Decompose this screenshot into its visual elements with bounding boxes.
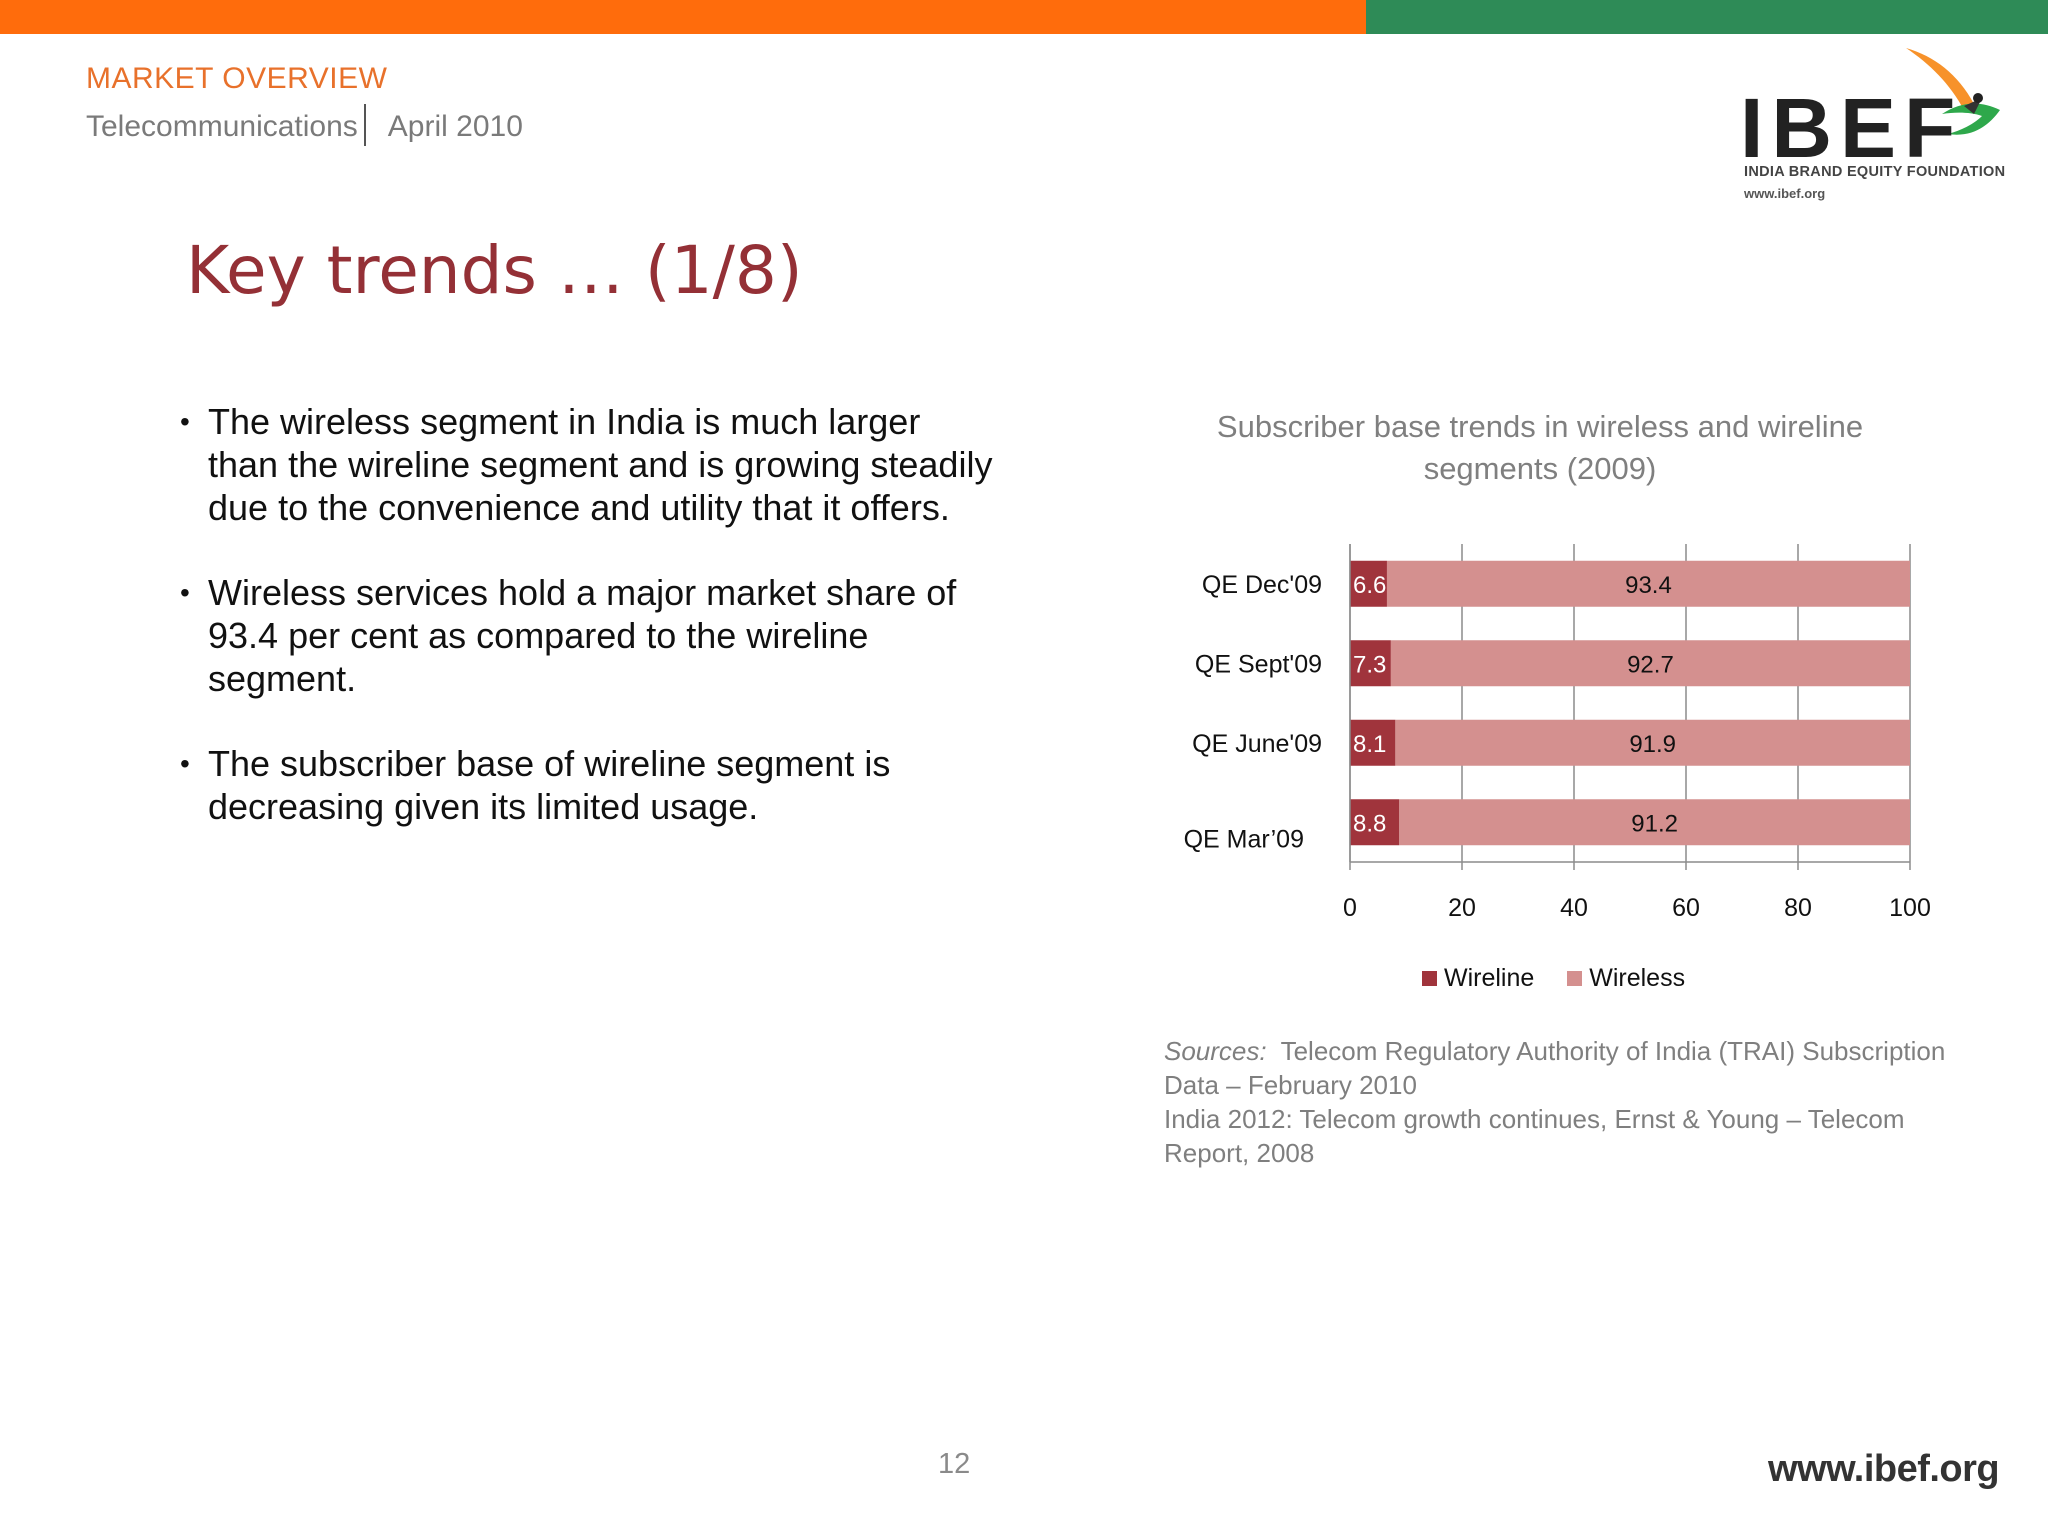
bullet-item: The wireless segment in India is much la… [180,400,1000,529]
legend-item-wireline: Wireline [1422,964,1534,993]
legend-swatch-wireline [1422,971,1437,986]
bar-wireline [1350,560,1387,607]
slide-title: Key trends … (1/8) [186,232,803,309]
ibef-logo: IBEF INDIA BRAND EQUITY FOUNDATION www.i… [1740,40,2020,210]
page-number: 12 [938,1448,971,1480]
category-label: QE Dec'09 [1202,571,1322,599]
sources-label: Sources: [1164,1036,1267,1066]
data-label: 6.6 [1353,572,1386,599]
bar-wireless [1399,799,1910,846]
section-label: MARKET OVERVIEW [86,62,388,95]
subscriber-bar-chart: QE Dec'09 6.6 93.4 QE Sept'09 7.3 92.7 QE June… [1184,544,1931,922]
logo-tagline: INDIA BRAND EQUITY FOUNDATION [1744,164,2006,180]
bar-wireline [1350,640,1391,687]
data-label: 93.4 [1625,572,1672,599]
legend-swatch-wireless [1567,971,1583,986]
data-label: 91.2 [1631,810,1678,837]
bar-wireless [1395,719,1910,766]
sources-note: Sources: Telecom Regulatory Authority of… [1164,1034,1984,1170]
date-label: April 2010 [387,110,523,143]
legend-label-wireless: Wireless [1589,964,1686,992]
bar-wireline [1350,799,1400,846]
category-label: QE Sept'09 [1195,650,1322,678]
footer-url: www.ibef.org [1768,1448,2000,1490]
industry-label: Telecommunications [86,110,358,143]
bar-wireline [1350,719,1396,766]
bullet-item: The subscriber base of wireline segment … [180,742,1000,828]
chart-legend: Wireline Wireless [1422,964,1711,993]
data-label: 7.3 [1353,651,1386,678]
x-tick-label: 40 [1560,894,1588,922]
source-line-2: India 2012: Telecom growth continues, Er… [1164,1104,1905,1168]
data-label: 8.1 [1353,731,1386,758]
source-line-1: Telecom Regulatory Authority of India (T… [1164,1036,1946,1100]
bar-wireless [1390,640,1910,687]
x-tick-label: 0 [1343,894,1357,922]
data-label: 92.7 [1627,651,1674,678]
legend-label-wireline: Wireline [1444,964,1535,992]
category-label: QE Mar’09 [1184,825,1304,853]
bird-logo-icon [1906,48,2000,135]
logo-url: www.ibef.org [1744,186,1826,201]
logo-wordmark: IBEF [1740,81,1964,175]
header-divider [363,104,366,146]
data-label: 8.8 [1353,810,1386,837]
x-tick-label: 60 [1672,894,1700,922]
x-tick-label: 20 [1448,894,1476,922]
bar-wireless [1386,560,1910,607]
data-label: 91.9 [1629,731,1676,758]
top-bar-green [1366,0,2048,34]
sub-header: Telecommunications April 2010 [86,104,523,146]
category-label: QE June'09 [1192,730,1322,758]
x-tick-label: 80 [1784,894,1812,922]
chart-title: Subscriber base trends in wireless and w… [1216,409,1864,486]
legend-item-wireless: Wireless [1567,964,1685,993]
bullet-item: Wireless services hold a major market sh… [180,571,1000,700]
x-tick-label: 100 [1889,894,1931,922]
top-bar-orange [0,0,1366,34]
bullet-list: The wireless segment in India is much la… [180,400,1000,870]
